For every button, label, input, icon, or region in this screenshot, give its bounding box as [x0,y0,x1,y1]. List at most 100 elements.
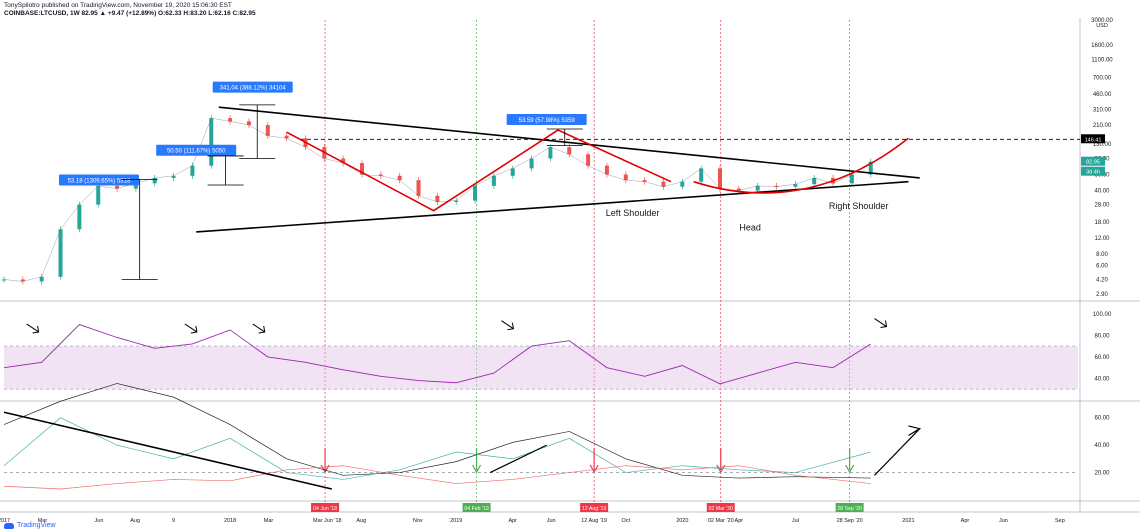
rsi-arrow [184,323,198,334]
measure-callout-box [212,81,293,93]
candle-body [623,174,628,181]
y-tick-label: 700.00 [1093,75,1112,81]
x-tick-label: Mar [38,518,48,524]
dmi-tick-label: 20.00 [1094,471,1110,477]
rsi-tick-label: 60.00 [1094,355,1110,361]
x-tick-label: Jun [999,518,1008,524]
candle-body [604,165,609,175]
candle-body [454,200,459,202]
candle-body [133,183,138,189]
candle-body [699,168,704,182]
y-tick-label: 8.00 [1096,252,1108,258]
x-tick-label: 2021 [902,518,914,524]
candle-body [491,175,496,186]
candle-body [115,185,120,189]
measure-bracket [121,178,158,280]
candle-body [548,147,553,159]
rsi-line [3,324,871,385]
measure-callout-box [506,114,587,126]
y-tick-label: 40.00 [1094,189,1110,195]
date-marker-label: 12 Aug '19 [582,506,606,512]
date-marker-arrow [845,448,855,474]
x-tick-label: 9 [172,518,175,524]
x-tick-label: Mar [264,518,274,524]
candle-body [736,188,741,191]
candle-body [661,181,666,187]
x-tick-label: Aug [356,518,366,524]
candle-body [152,177,157,184]
candle-body [755,185,760,191]
candle-body [868,161,873,175]
x-tick-label: Jun [547,518,556,524]
rsi-band [4,346,1078,390]
rsi-tick-label: 40.00 [1094,376,1110,382]
logo-text: TradingView [17,522,56,529]
measure-callout-text: 53.18 (1309.65%) 5318 [68,179,131,185]
measure-callout-text: 50.50 (111.67%) 5050 [167,149,226,155]
candle-body [812,177,817,185]
x-tick-label: 12 Aug '19 [581,518,607,524]
measure-callout-text: 53.59 (57.98%) 5359 [519,118,576,124]
rsi-arrow [26,323,40,334]
candle-body [360,163,364,175]
candle-body [473,185,478,201]
dmi-tick-label: 40.00 [1094,443,1110,449]
candle-body [246,121,251,126]
publisher-line: TonySpilotro published on TradingView.co… [4,2,232,9]
candle-body [529,158,534,169]
x-tick-label: 28 Sep '20 [837,518,863,524]
y-tick-label: 210.00 [1093,123,1112,129]
date-marker-badge [311,503,340,512]
y-tick-label: 1600.00 [1091,43,1113,49]
price-series [2,115,873,285]
x-tick-label: Apr [508,518,517,524]
x-tick-label: Aug [130,518,140,524]
candle-body [20,279,25,282]
level-tag [1081,134,1105,144]
candle-body [284,135,289,139]
ascending-trendline [196,180,909,233]
candle-body [378,174,383,176]
date-marker-badge [462,503,491,512]
date-marker-label: 04 Jun '18 [313,506,337,512]
tradingview-logo[interactable]: TradingView [4,522,56,529]
candle-body [2,279,6,281]
dmi-downtrend-line [3,411,333,490]
pattern-label: Left Shoulder [606,208,660,218]
pattern-label: Head [739,223,761,233]
candle-body [39,276,44,282]
measure-bracket [546,128,583,146]
y-tick-label: 18.00 [1094,220,1110,226]
x-tick-label: Jul [792,518,799,524]
pattern-label: Right Shoulder [829,201,889,211]
candle-body [774,185,779,187]
dmi-line [3,465,871,490]
unit-label: USD [1096,23,1108,29]
y-tick-label: 310.00 [1093,108,1112,114]
candle-body [435,195,440,202]
y-tick-label: 12.00 [1094,236,1110,242]
x-tick-label: 2018 [224,518,236,524]
rsi-tick-label: 80.00 [1094,333,1110,339]
candle-body [77,204,82,230]
y-tick-label: 28.00 [1094,203,1110,209]
tradingview-cloud-icon [4,522,14,529]
y-tick-label: 460.00 [1093,92,1112,98]
descending-trendline [218,106,920,179]
countdown-label: 3d 4h [1086,170,1100,176]
dmi-tick-label: 60.00 [1094,416,1110,422]
candle-body [265,125,270,136]
date-marker-label: 02 Mar '20 [709,506,733,512]
y-tick-label: 1100.00 [1091,58,1113,64]
candle-body [397,175,402,181]
x-tick-label: 2020 [676,518,688,524]
candle-body [586,154,591,166]
red-w-pattern [286,129,672,212]
candle-body [793,184,798,187]
x-tick-label: Apr [961,518,970,524]
y-tick-label: 2.90 [1096,292,1108,298]
date-marker-label: 04 Feb '19 [464,506,488,512]
x-tick-label: Jun [95,518,104,524]
date-marker-arrow [589,448,599,474]
